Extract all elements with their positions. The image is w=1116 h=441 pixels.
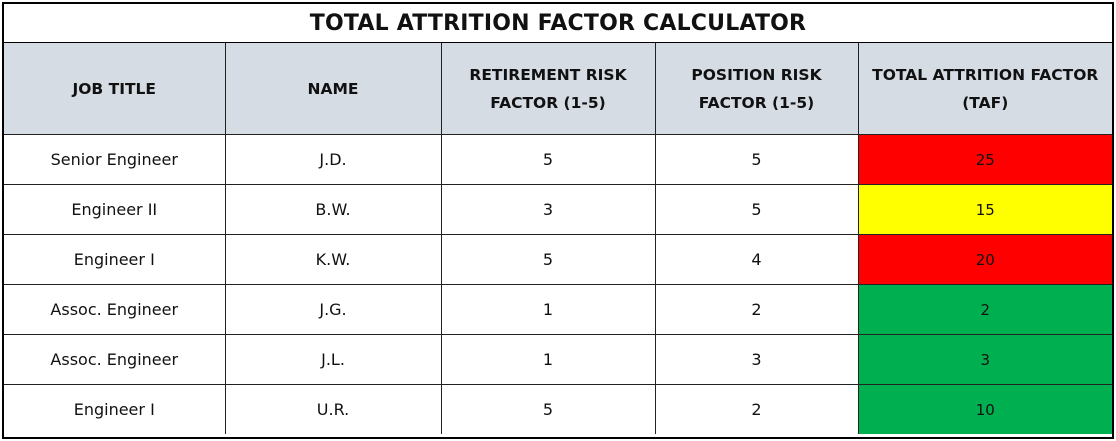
- cell-taf: 15: [857, 184, 1112, 235]
- table-row: Assoc. Engineer J.L. 1 3 3: [4, 334, 1112, 385]
- cell-position-risk: 3: [654, 334, 859, 385]
- cell-taf: 10: [857, 384, 1112, 434]
- cell-position-risk: 4: [654, 234, 859, 285]
- cell-job-title: Engineer I: [4, 384, 226, 434]
- cell-name: J.L.: [224, 334, 442, 385]
- table-row: Engineer II B.W. 3 5 15: [4, 184, 1112, 235]
- header-position-risk: POSITION RISK FACTOR (1-5): [654, 43, 859, 135]
- cell-position-risk: 5: [654, 134, 859, 185]
- cell-job-title: Engineer II: [4, 184, 226, 235]
- table-row: Engineer I U.R. 5 2 10: [4, 384, 1112, 434]
- cell-job-title: Assoc. Engineer: [4, 334, 226, 385]
- cell-taf: 2: [857, 284, 1112, 335]
- header-job-title: JOB TITLE: [4, 43, 226, 135]
- attrition-table: JOB TITLE NAME RETIREMENT RISK FACTOR (1…: [4, 43, 1112, 434]
- cell-position-risk: 5: [654, 184, 859, 235]
- table-row: Senior Engineer J.D. 5 5 25: [4, 134, 1112, 185]
- cell-taf: 25: [857, 134, 1112, 185]
- table-row: Assoc. Engineer J.G. 1 2 2: [4, 284, 1112, 335]
- header-taf: TOTAL ATTRITION FACTOR (TAF): [857, 43, 1112, 135]
- table-header-row: JOB TITLE NAME RETIREMENT RISK FACTOR (1…: [4, 43, 1112, 135]
- cell-retirement-risk: 1: [440, 284, 656, 335]
- cell-name: U.R.: [224, 384, 442, 434]
- cell-taf: 20: [857, 234, 1112, 285]
- cell-name: J.G.: [224, 284, 442, 335]
- header-retirement-risk: RETIREMENT RISK FACTOR (1-5): [440, 43, 656, 135]
- cell-retirement-risk: 1: [440, 334, 656, 385]
- cell-taf: 3: [857, 334, 1112, 385]
- header-name: NAME: [224, 43, 442, 135]
- cell-retirement-risk: 5: [440, 384, 656, 434]
- cell-name: B.W.: [224, 184, 442, 235]
- cell-retirement-risk: 5: [440, 234, 656, 285]
- cell-job-title: Engineer I: [4, 234, 226, 285]
- cell-retirement-risk: 3: [440, 184, 656, 235]
- cell-name: K.W.: [224, 234, 442, 285]
- cell-position-risk: 2: [654, 284, 859, 335]
- cell-name: J.D.: [224, 134, 442, 185]
- cell-retirement-risk: 5: [440, 134, 656, 185]
- cell-job-title: Assoc. Engineer: [4, 284, 226, 335]
- page-title: TOTAL ATTRITION FACTOR CALCULATOR: [4, 4, 1112, 43]
- table-row: Engineer I K.W. 5 4 20: [4, 234, 1112, 285]
- cell-position-risk: 2: [654, 384, 859, 434]
- cell-job-title: Senior Engineer: [4, 134, 226, 185]
